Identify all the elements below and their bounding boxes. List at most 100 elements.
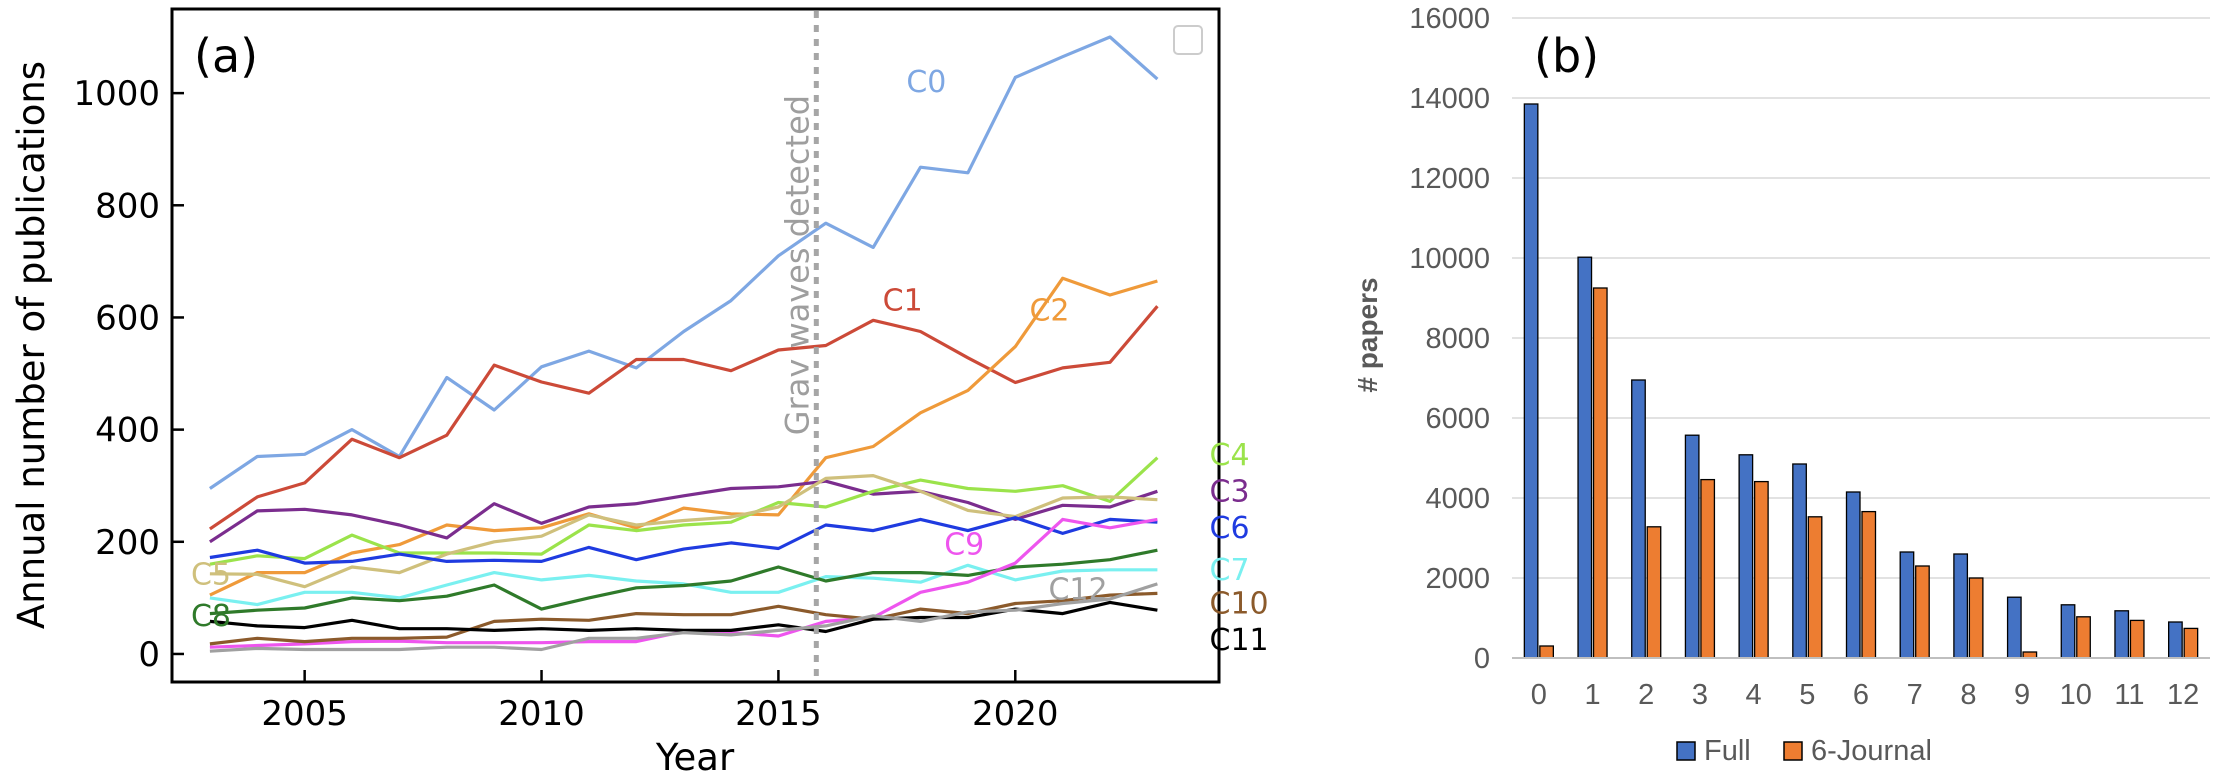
bar-full-4 (1738, 454, 1754, 659)
y-tick-label: 800 (95, 186, 160, 226)
legend-label-full: Full (1704, 735, 1751, 767)
panel-b-bar-chart: 0 1 2 3 4 5 6 7 8 9 10 11 12020004000600080001000012… (1352, 3, 2210, 767)
bar-6-journal-11 (2129, 619, 2145, 659)
bar-full-9 (2006, 596, 2022, 659)
x-tick-label: 2010 (498, 694, 585, 734)
panel-b-gridlines (1512, 17, 2210, 579)
series-label-c10: C10 (1210, 586, 1269, 621)
x-tick-label: 1 (1584, 679, 1600, 711)
y-tick-label: 10000 (1409, 243, 1490, 275)
panel-a-label: (a) (194, 29, 258, 83)
legend-box (1173, 25, 1203, 55)
bar-full-1 (1577, 256, 1593, 659)
y-tick-label: 600 (95, 298, 160, 338)
series-label-c4: C4 (1210, 438, 1250, 473)
series-label-c1: C1 (883, 284, 923, 319)
series-line-c1 (209, 305, 1159, 531)
y-axis-title-a: Annual number of publications (10, 61, 53, 629)
y-tick-label: 8000 (1425, 323, 1490, 355)
bar-6-journal-3 (1700, 478, 1716, 659)
x-tick-label: 12 (2167, 679, 2199, 711)
x-tick-label: 6 (1853, 679, 1869, 711)
series-line-c4 (209, 456, 1159, 566)
series-label-c12: C12 (1048, 572, 1107, 607)
bar-6-journal-0 (1539, 645, 1554, 659)
panel-a-series-group (209, 35, 1159, 653)
y-tick-label: 200 (95, 523, 160, 563)
bar-full-12 (2168, 621, 2183, 659)
y-tick-label: 4000 (1425, 483, 1490, 515)
bar-full-2 (1631, 379, 1646, 659)
x-tick-label: 11 (2114, 679, 2144, 711)
vline-group: Grav waves detected (778, 11, 819, 680)
panel-b-legend: Full 6-Journal (1676, 735, 1932, 767)
panel-b-bars (1523, 103, 2199, 659)
panel-b-ticks: 0 1 2 3 4 5 6 7 8 9 10 11 12020004000600080001000012… (1409, 3, 2199, 711)
y-tick-label: 6000 (1425, 403, 1490, 435)
series-line-c2 (209, 276, 1158, 597)
bar-6-journal-4 (1753, 480, 1769, 659)
x-tick-label: 2005 (261, 694, 348, 734)
series-label-c0: C0 (906, 65, 946, 100)
series-line-c12 (209, 582, 1158, 653)
y-tick-label: 12000 (1409, 163, 1490, 195)
legend-label-6-journal: 6-Journal (1811, 735, 1932, 767)
x-tick-label: 2 (1638, 679, 1654, 711)
series-label-c6: C6 (1210, 511, 1250, 546)
series-line-c10 (209, 591, 1158, 646)
bar-full-8 (1953, 553, 1969, 659)
bar-6-journal-6 (1861, 510, 1877, 659)
bar-6-journal-7 (1915, 565, 1930, 659)
series-label-c3: C3 (1210, 474, 1250, 509)
x-tick-label: 0 (1531, 679, 1547, 711)
x-tick-label: 5 (1799, 679, 1815, 711)
x-axis-title-a: Year (655, 736, 735, 779)
x-tick-label: 2020 (972, 694, 1059, 734)
series-label-c2: C2 (1029, 294, 1069, 329)
legend-swatch-full (1676, 741, 1696, 761)
bar-full-5 (1792, 463, 1807, 659)
x-tick-label: 9 (2014, 679, 2030, 711)
series-line-c11 (209, 600, 1158, 634)
bar-6-journal-10 (2076, 616, 2091, 659)
bar-full-6 (1845, 491, 1861, 659)
y-tick-label: 400 (95, 411, 160, 451)
series-line-c6 (209, 516, 1158, 565)
series-label-c5: C5 (191, 557, 231, 592)
y-tick-label: 0 (1474, 643, 1490, 675)
legend-swatch-6-journal (1783, 741, 1803, 761)
y-tick-label: 0 (138, 635, 160, 675)
x-tick-label: 8 (1960, 679, 1976, 711)
bar-full-0 (1523, 103, 1539, 659)
y-tick-label: 16000 (1409, 3, 1490, 35)
panel-b-label: (b) (1534, 29, 1599, 83)
x-tick-label: 4 (1746, 679, 1762, 711)
x-tick-label: 2015 (735, 694, 822, 734)
series-line-c0 (209, 35, 1159, 490)
panel-a-ticks: 2005 2010 2015 2020 0 200 400 600 800 1000 (73, 74, 1058, 734)
grav-waves-label: Grav waves detected (778, 95, 816, 435)
y-tick-label: 14000 (1409, 83, 1490, 115)
bar-6-journal-2 (1646, 526, 1662, 659)
bar-6-journal-1 (1592, 287, 1608, 659)
bar-6-journal-12 (2183, 627, 2199, 659)
panel-a-line-chart: Grav waves detected 2005 2010 2015 20200200… (10, 7, 1269, 779)
bar-full-11 (2114, 610, 2130, 659)
x-tick-label: 10 (2060, 679, 2092, 711)
x-tick-label: 3 (1692, 679, 1708, 711)
y-tick-label: 1000 (73, 74, 160, 114)
bar-full-7 (1899, 551, 1915, 659)
bar-6-journal-8 (1968, 577, 1984, 659)
panel-a-frame (170, 7, 1221, 684)
series-label-c11: C11 (1210, 623, 1269, 658)
series-line-c5 (209, 474, 1158, 589)
x-tick-label: 7 (1907, 679, 1923, 711)
series-label-c9: C9 (944, 528, 984, 563)
bar-6-journal-5 (1807, 516, 1823, 659)
series-label-c8: C8 (191, 599, 231, 634)
y-axis-title-b: # papers (1352, 277, 1383, 392)
bar-full-10 (2060, 604, 2076, 659)
series-label-c7: C7 (1210, 553, 1250, 588)
